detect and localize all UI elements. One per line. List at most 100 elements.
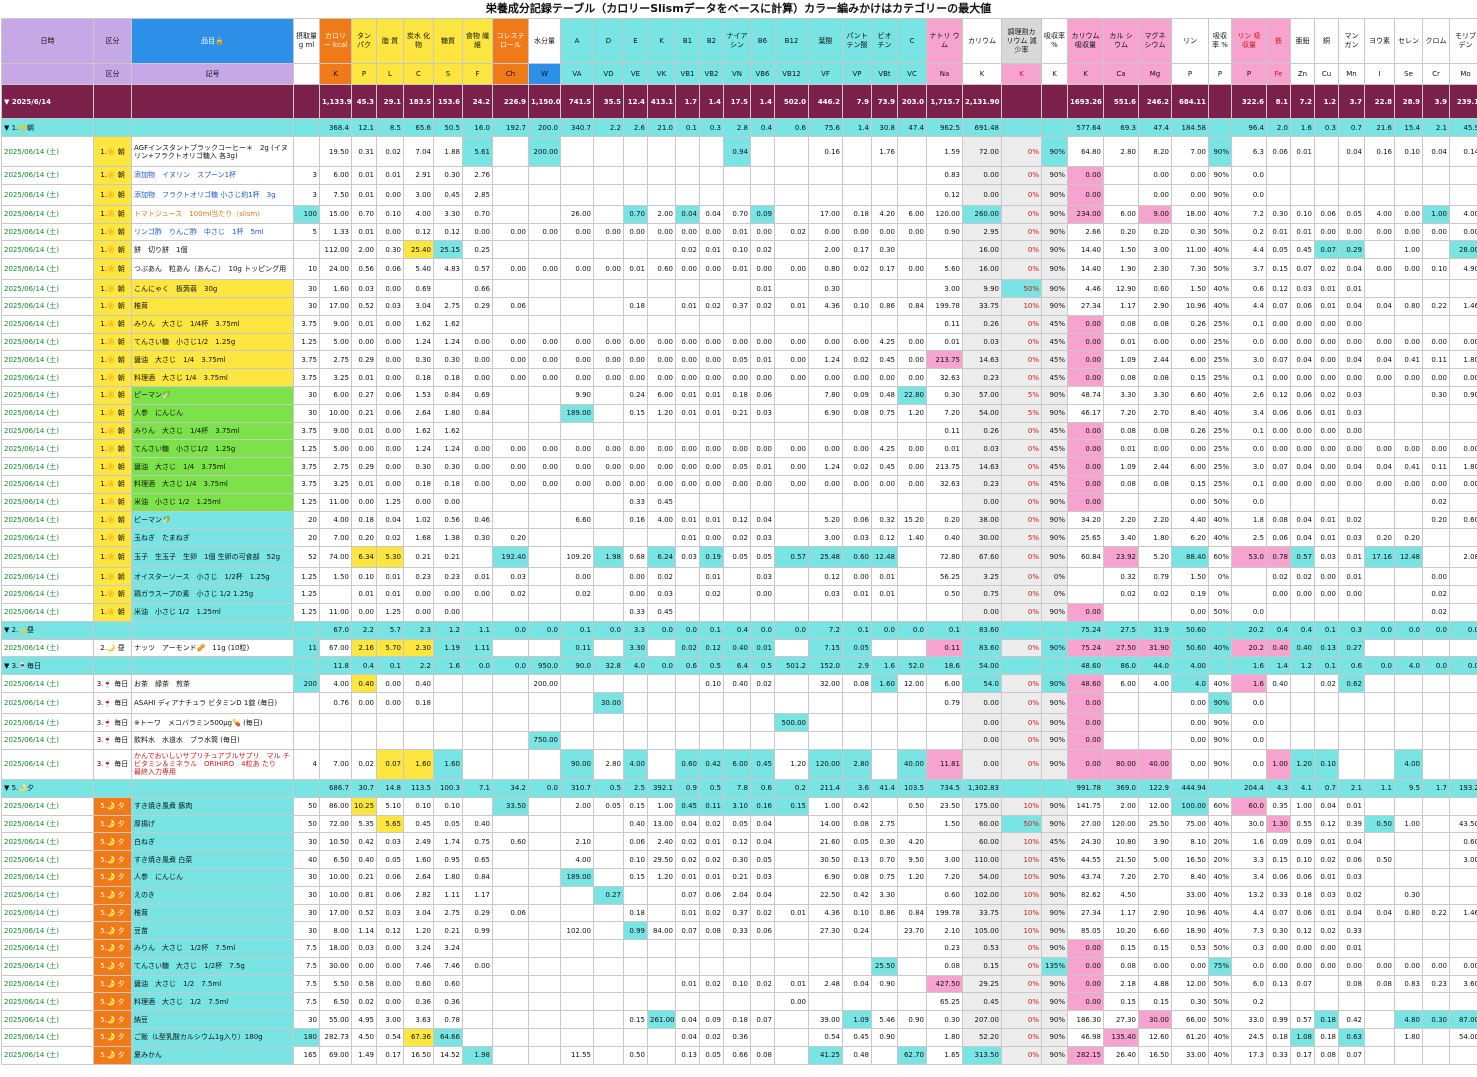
date-cell[interactable]: 2025/06/14 (土) [1,956,94,976]
table-row[interactable]: 2025/06/14 (土) 1.☀️ 朝ピーマン🥬 20 4.00 0.18 0.04 1… [1,510,1477,530]
column-header[interactable]: E [623,18,648,64]
category-label[interactable]: ▼ 2.🌙昼 [1,620,94,640]
item-name-cell[interactable]: 醤油 大さじ 1/4 3.75ml [131,350,294,370]
date-cell[interactable]: 2025/06/14 (土) [1,867,94,887]
column-header[interactable]: クロム [1422,18,1450,64]
table-row[interactable]: 2025/06/14 (土) 3.🍷 毎日 お茶 緑茶 煎茶 200 4.00 0.40 0… [1,674,1477,694]
date-cell[interactable]: 2025/06/14 (土) [1,814,94,834]
column-header[interactable]: B1 [675,18,700,64]
item-name-cell[interactable]: すき焼き風煮 豚肉 [131,796,294,816]
date-cell[interactable]: 2025/06/14 (土) [1,903,94,923]
table-row[interactable]: 2025/06/14 (土) 1.☀️ 朝みりん 大さじ 1/4杯 3.75ml 3… [1,421,1477,441]
item-name-cell[interactable]: 人参 にんじん [131,403,294,423]
date-cell[interactable]: 2025/06/14 (土) [1,510,94,530]
column-header[interactable]: 吸収 率 % [1208,18,1232,64]
table-row[interactable]: 2025/06/14 (土) 5.🌛 夕みりん 大さじ 1/2杯 7.5ml 7.5… [1,939,1477,958]
table-row[interactable]: 2025/06/14 (土) 3.🍷 毎日 ※トーワ メコバラミン500μg💊 (毎… [1,713,1477,732]
date-cell[interactable]: 2025/06/14 (土) [1,457,94,476]
date-cell[interactable]: 2025/06/14 (土) [1,638,94,658]
date-cell[interactable]: 2025/06/14 (土) [1,992,94,1012]
item-name-cell[interactable]: ナッツ アーモンド🥜 11g (10粒) [131,638,294,658]
item-name-cell[interactable]: 米油 小さじ 1/2 1.25ml [131,602,294,622]
category-label[interactable]: ▼ 1.☀️朝 [1,118,94,137]
item-name-cell[interactable]: AGFインスタントブラックコーヒー＊ 2g (イヌリン+フラクトオリゴ糖入 各3… [131,136,294,167]
item-name-cell[interactable]: ASAHI ディアナチュラ ビタミンD 1錠 (毎日) [131,692,294,715]
item-name-cell[interactable]: てんさい糖 小さじ1/2 1.25g [131,439,294,459]
item-name-cell[interactable]: 納豆 [131,1010,294,1030]
table-row[interactable]: 2025/06/14 (土) 3.🍷 毎日 ASAHI ディアナチュラ ビタミンD … [1,692,1477,715]
category-row[interactable]: ▼ 5.🌛夕 686.7 30.7 14.8 113.5 100.3 7.1 34.2 0.0 3… [1,778,1477,798]
date-cell[interactable]: 2025/06/14 (土) [1,885,94,905]
table-row[interactable]: 2025/06/14 (土) 5.🌛 夕てんさい糖 大さじ 1/2杯 7.5g 7.… [1,956,1477,976]
date-cell[interactable]: 2025/06/14 (土) [1,385,94,405]
date-cell[interactable]: 2025/06/14 (土) [1,279,94,298]
table-row[interactable]: 2025/06/14 (土) 1.☀️ 朝てんさい糖 小さじ1/2 1.25g 1.… [1,439,1477,459]
column-header[interactable]: B12 [774,18,809,64]
column-header[interactable]: 調理割カ リウム 減少率 [1001,18,1042,64]
date-cell[interactable]: 2025/06/14 (土) [1,796,94,816]
item-name-cell[interactable]: ピーマン🥬 [131,385,294,405]
column-header[interactable]: ナトリ ウム [926,18,963,64]
item-name-cell[interactable]: リンゴ酢 りんご酢 中さじ 1杯 5ml [131,222,294,242]
column-header[interactable]: B2 [699,18,724,64]
table-row[interactable]: 2025/06/14 (土) 1.☀️ 朝オイスターソース 小さじ 1/2杯 1.… [1,567,1477,586]
group-label[interactable]: ▼ 2025/6/14 [1,84,94,119]
table-row[interactable]: 2025/06/14 (土) 1.☀️ 朝ピーマン🥬 30 6.00 0.27 0.06 1… [1,385,1477,405]
column-header[interactable]: マグネ シウム [1138,18,1172,64]
date-cell[interactable]: 2025/06/14 (土) [1,528,94,548]
date-cell[interactable]: 2025/06/14 (土) [1,1045,94,1065]
item-name-cell[interactable]: 料理酒 大さじ 1/4 3.75ml [131,368,294,387]
item-name-cell[interactable]: 玉ねぎ たまねぎ [131,528,294,548]
table-row[interactable]: 2025/06/14 (土) 1.☀️ 朝添加物 イヌリン スプーン1杯 3 6.00… [1,166,1477,185]
column-header[interactable]: 吸収率 % [1041,18,1068,64]
date-cell[interactable]: 2025/06/14 (土) [1,674,94,694]
column-header[interactable]: D [593,18,624,64]
table-row[interactable]: 2025/06/14 (土) 1.☀️ 朝トマトジュース 100ml当たり（sli… [1,204,1477,224]
column-header[interactable]: コレステ ロール [492,18,529,64]
date-cell[interactable]: 2025/06/14 (土) [1,166,94,185]
column-header[interactable]: 区分 [93,18,132,64]
column-header[interactable]: カル シウム [1103,18,1139,64]
table-row[interactable]: 2025/06/14 (土) 1.☀️ 朝 AGFインスタントブラックコーヒー＊ 2… [1,136,1477,167]
column-header[interactable]: 食物 繊維 [462,18,493,64]
item-name-cell[interactable]: ピーマン🥬 [131,510,294,530]
column-header[interactable]: K [647,18,676,64]
date-cell[interactable]: 2025/06/14 (土) [1,350,94,370]
table-row[interactable]: 2025/06/14 (土) 5.🌛 夕夏みかん 165 69.00 1.49 0.17 1… [1,1045,1477,1065]
table-row[interactable]: 2025/06/14 (土) 1.☀️ 朝玉子 生玉子 生卵 1個 生卵の可食部 … [1,546,1477,569]
date-cell[interactable]: 2025/06/14 (土) [1,421,94,441]
table-row[interactable]: 2025/06/14 (土) 1.☀️ 朝餅 切り餅 1個 112.00 2.00 0.… [1,240,1477,260]
item-name-cell[interactable]: 椎茸 [131,903,294,923]
date-cell[interactable]: 2025/06/14 (土) [1,368,94,387]
date-cell[interactable]: 2025/06/14 (土) [1,258,94,281]
column-header[interactable]: B6 [750,18,775,64]
item-name-cell[interactable]: てんさい糖 小さじ1/2 1.25g [131,332,294,352]
item-name-cell[interactable]: えのき [131,885,294,905]
column-header[interactable]: リン [1171,18,1209,64]
date-cell[interactable]: 2025/06/14 (土) [1,567,94,586]
table-row[interactable]: 2025/06/14 (土) 1.☀️ 朝料理酒 大さじ 1/4 3.75ml 3.… [1,368,1477,387]
table-row[interactable]: 2025/06/14 (土) 5.🌛 夕すき焼き風煮 白菜 40 6.50 0.40 0.… [1,850,1477,869]
column-header[interactable]: 銅 [1314,18,1339,64]
date-cell[interactable]: 2025/06/14 (土) [1,730,94,750]
table-row[interactable]: 2025/06/14 (土) 1.☀️ 朝添加物 フラクトオリゴ糖 小さじ約1杯 … [1,183,1477,206]
item-name-cell[interactable]: 豆苗 [131,921,294,941]
column-header[interactable]: セレン [1394,18,1423,64]
item-name-cell[interactable]: つぶあん 粒あん（あんこ） 10g トッピング用 [131,258,294,281]
date-cell[interactable]: 2025/06/14 (土) [1,974,94,994]
item-name-cell[interactable]: 餅 切り餅 1個 [131,240,294,260]
date-cell[interactable]: 2025/06/14 (土) [1,474,94,494]
table-row[interactable]: 2025/06/14 (土) 1.☀️ 朝鶏ガラスープの素 小さじ 1/2 1.2… [1,584,1477,604]
table-row[interactable]: 2025/06/14 (土) 5.🌛 夕人参 にんじん 30 10.00 0.21 0.0… [1,867,1477,887]
item-name-cell[interactable]: 夏みかん [131,1045,294,1065]
item-name-cell[interactable]: 添加物 フラクトオリゴ糖 小さじ約1杯 3g [131,183,294,206]
item-name-cell[interactable]: かんでおいしいサプリチュアブルサプリ マル チビタミン＆ミネラル ORIHIRO… [131,748,294,780]
item-name-cell[interactable]: 鶏ガラスープの素 小さじ 1/2 1.25g [131,584,294,604]
item-name-cell[interactable]: 料理酒 大さじ 1/2 7.5ml [131,992,294,1012]
date-cell[interactable]: 2025/06/14 (土) [1,314,94,334]
date-cell[interactable]: 2025/06/14 (土) [1,183,94,206]
column-header[interactable]: 葉酸 [808,18,843,64]
table-row[interactable]: 2025/06/14 (土) 1.☀️ 朝米油 小さじ 1/2 1.25ml 1.2… [1,492,1477,512]
item-name-cell[interactable]: 醤油 大さじ 1/2 7.5ml [131,974,294,994]
table-row[interactable]: 2025/06/14 (土) 1.☀️ 朝米油 小さじ 1/2 1.25ml 1.2… [1,602,1477,622]
